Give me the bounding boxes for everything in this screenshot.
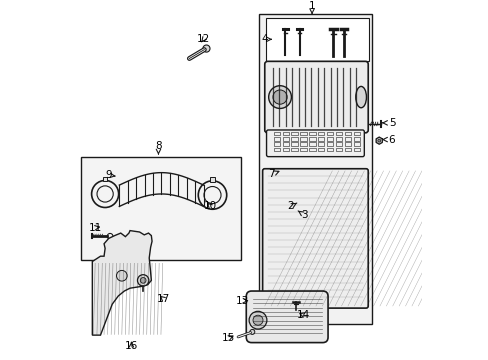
Bar bbox=[353, 148, 359, 151]
FancyBboxPatch shape bbox=[246, 291, 327, 343]
Circle shape bbox=[137, 275, 148, 286]
Bar bbox=[353, 143, 359, 146]
Bar bbox=[344, 148, 350, 151]
Text: 2: 2 bbox=[287, 201, 296, 211]
Bar bbox=[326, 137, 333, 141]
Bar bbox=[273, 148, 280, 151]
Circle shape bbox=[203, 45, 209, 52]
Bar bbox=[282, 143, 288, 146]
Bar bbox=[282, 132, 288, 135]
Text: 6: 6 bbox=[382, 135, 395, 145]
Bar bbox=[210, 177, 214, 181]
FancyBboxPatch shape bbox=[262, 169, 367, 308]
Text: 13: 13 bbox=[236, 296, 249, 306]
Text: 11: 11 bbox=[88, 223, 102, 233]
Text: 14: 14 bbox=[296, 310, 309, 320]
Text: 16: 16 bbox=[124, 341, 138, 351]
Bar bbox=[318, 143, 324, 146]
Bar bbox=[308, 148, 315, 151]
Circle shape bbox=[301, 199, 306, 203]
Bar bbox=[326, 148, 333, 151]
Circle shape bbox=[377, 139, 380, 142]
Bar bbox=[308, 143, 315, 146]
Text: 10: 10 bbox=[204, 201, 217, 211]
Text: 17: 17 bbox=[157, 294, 170, 304]
Bar bbox=[81, 157, 241, 260]
FancyBboxPatch shape bbox=[264, 61, 367, 133]
Circle shape bbox=[140, 278, 146, 283]
Bar bbox=[273, 143, 280, 146]
Text: 5: 5 bbox=[382, 118, 395, 128]
Text: 12: 12 bbox=[197, 34, 210, 44]
Bar bbox=[318, 148, 324, 151]
Circle shape bbox=[252, 315, 263, 325]
Circle shape bbox=[268, 86, 291, 108]
Text: 3: 3 bbox=[298, 210, 307, 220]
Text: 15: 15 bbox=[222, 333, 235, 343]
Bar bbox=[300, 143, 306, 146]
Bar bbox=[300, 148, 306, 151]
Polygon shape bbox=[375, 137, 382, 144]
Bar bbox=[335, 137, 342, 141]
Circle shape bbox=[249, 329, 254, 334]
Bar bbox=[300, 137, 306, 141]
Ellipse shape bbox=[355, 86, 366, 108]
Bar bbox=[265, 18, 368, 60]
Bar bbox=[344, 137, 350, 141]
Bar bbox=[326, 143, 333, 146]
Circle shape bbox=[248, 311, 266, 329]
FancyBboxPatch shape bbox=[266, 130, 364, 157]
Bar bbox=[335, 148, 342, 151]
Bar bbox=[291, 148, 297, 151]
Bar bbox=[353, 137, 359, 141]
Bar bbox=[282, 148, 288, 151]
Bar bbox=[335, 143, 342, 146]
Text: 9: 9 bbox=[105, 170, 115, 180]
Bar bbox=[258, 14, 372, 324]
Circle shape bbox=[272, 90, 286, 104]
Bar bbox=[273, 132, 280, 135]
Circle shape bbox=[299, 196, 308, 206]
Bar bbox=[318, 137, 324, 141]
Bar bbox=[300, 132, 306, 135]
Text: 1: 1 bbox=[308, 1, 315, 14]
Bar bbox=[291, 137, 297, 141]
Bar bbox=[282, 137, 288, 141]
Bar bbox=[103, 177, 107, 181]
Circle shape bbox=[116, 270, 127, 281]
Bar bbox=[326, 132, 333, 135]
Bar bbox=[335, 132, 342, 135]
Bar bbox=[308, 137, 315, 141]
Bar bbox=[344, 143, 350, 146]
Text: 7: 7 bbox=[267, 170, 278, 179]
Bar bbox=[291, 132, 297, 135]
Bar bbox=[353, 132, 359, 135]
Circle shape bbox=[296, 197, 311, 212]
Text: 4: 4 bbox=[261, 34, 271, 44]
Bar bbox=[308, 132, 315, 135]
Bar bbox=[318, 132, 324, 135]
Bar bbox=[344, 132, 350, 135]
Polygon shape bbox=[92, 231, 152, 335]
Text: 8: 8 bbox=[155, 141, 162, 154]
Bar bbox=[273, 137, 280, 141]
Bar bbox=[291, 143, 297, 146]
